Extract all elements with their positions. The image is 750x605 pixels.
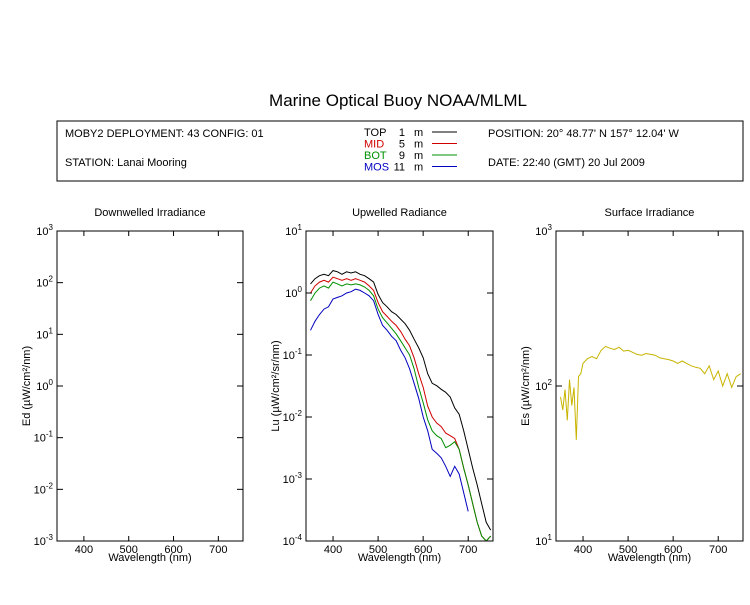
legend-unit-mos: m <box>414 162 423 174</box>
panel-1: Downwelled Irradiance 400 500 600 700 10-3 10-… <box>21 207 244 564</box>
x-tick-label: 600 <box>414 544 432 556</box>
x-tick-label: 400 <box>75 544 93 556</box>
y-tick-label: 101 <box>36 326 53 341</box>
x-axis-label: Wavelength (nm) <box>358 552 441 564</box>
series-line-mid <box>310 276 492 541</box>
legend-depth-mos: 11 <box>394 162 405 174</box>
x-axis-label: Wavelength (nm) <box>108 552 191 564</box>
x-tick-label: 700 <box>709 544 727 556</box>
x-tick-label: 700 <box>209 544 227 556</box>
main-title: Marine Optical Buoy NOAA/MLML <box>269 91 527 110</box>
date-text: DATE: 22:40 (GMT) 20 Jul 2009 <box>488 157 645 169</box>
panel-title: Surface Irradiance <box>605 207 695 219</box>
legend-unit-mid: m <box>414 139 423 151</box>
info-box <box>56 120 744 182</box>
legend-name-top: TOP <box>364 127 386 139</box>
y-tick-label: 10-3 <box>34 533 54 548</box>
panel-title: Downwelled Irradiance <box>94 207 205 219</box>
y-tick-label: 10-2 <box>34 481 54 496</box>
series-line-top <box>310 270 492 531</box>
y-tick-label: 103 <box>36 223 53 238</box>
x-tick-label: 600 <box>664 544 682 556</box>
x-axis-label: Wavelength (nm) <box>608 552 691 564</box>
panel-2: Upwelled Radiance 400 500 600 700 10-4 10-3 10-… <box>270 207 494 564</box>
series-line-bot <box>310 281 492 541</box>
y-tick-label: 10-2 <box>283 409 303 424</box>
series-line-es <box>560 345 741 440</box>
position-text: POSITION: 20° 48.77' N 157° 12.04' W <box>488 128 680 140</box>
y-tick-label: 10-1 <box>283 347 303 362</box>
chart-panels: Downwelled Irradiance 400 500 600 700 10-3 10-… <box>21 207 744 564</box>
y-tick-label: 100 <box>285 285 302 300</box>
x-tick-label: 400 <box>574 544 592 556</box>
x-tick-label: 700 <box>459 544 477 556</box>
plot-frame <box>305 230 494 542</box>
series-line-mos <box>310 288 469 512</box>
legend-depth-top: 1 <box>399 127 405 139</box>
y-tick-label: 10-1 <box>34 430 54 445</box>
legend-name-mos: MOS <box>364 162 389 174</box>
y-tick-label: 101 <box>285 223 302 238</box>
station-text: STATION: Lanai Mooring <box>65 157 187 169</box>
y-tick-label: 103 <box>535 223 552 238</box>
legend-depth-mid: 5 <box>399 139 405 151</box>
y-tick-label: 101 <box>535 533 552 548</box>
legend-name-mid: MID <box>364 139 384 151</box>
deployment-text: MOBY2 DEPLOYMENT: 43 CONFIG: 01 <box>65 128 264 140</box>
legend-depth-bot: 9 <box>399 150 405 162</box>
x-tick-label: 600 <box>164 544 182 556</box>
y-tick-label: 10-3 <box>283 471 303 486</box>
y-axis-label: Lu (µW/cm²/sr/nm) <box>270 340 282 431</box>
y-axis-label: Es (µW/cm²/nm) <box>520 346 532 426</box>
legend-unit-bot: m <box>414 150 423 162</box>
y-axis-label: Ed (µW/cm²/nm) <box>21 346 33 426</box>
y-tick-label: 102 <box>36 275 53 290</box>
panel-title: Upwelled Radiance <box>352 207 447 219</box>
x-tick-label: 400 <box>324 544 342 556</box>
y-tick-label: 100 <box>36 378 53 393</box>
y-tick-label: 10-4 <box>283 533 303 548</box>
x-tick-label: 500 <box>120 544 138 556</box>
plot-frame <box>555 230 744 542</box>
y-tick-label: 102 <box>535 378 552 393</box>
x-tick-label: 500 <box>369 544 387 556</box>
plot-frame <box>56 230 244 542</box>
legend-unit-top: m <box>414 127 423 139</box>
panel-3: Surface Irradiance 400 500 600 700 101 102 103 W… <box>520 207 744 564</box>
x-tick-label: 500 <box>619 544 637 556</box>
legend-name-bot: BOT <box>364 150 387 162</box>
